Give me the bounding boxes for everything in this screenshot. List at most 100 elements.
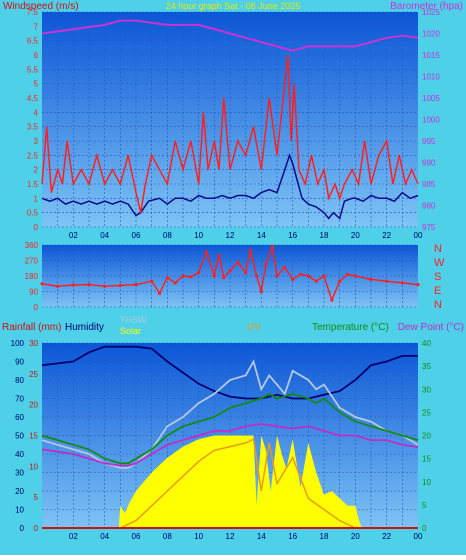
humidity-tick-label: 80	[15, 376, 24, 385]
humidity-tick-label: 70	[15, 395, 24, 404]
temperature-tick-label: 35	[422, 362, 431, 371]
data-point	[298, 272, 303, 276]
x-tick-label: 04	[100, 231, 109, 240]
data-point	[212, 274, 216, 278]
temperature-tick-label: 15	[422, 455, 431, 464]
rainfall-tick-label: 0	[34, 524, 39, 533]
data-point	[181, 274, 185, 278]
data-point	[369, 277, 373, 281]
data-point	[322, 274, 326, 278]
data-point	[228, 269, 232, 273]
y-tick-label: 0	[34, 223, 39, 232]
data-point	[248, 248, 252, 252]
x-tick-label: 02	[69, 231, 78, 240]
solar-area	[42, 435, 418, 528]
uv-label: UV	[247, 322, 261, 333]
temperature-tick-label: 30	[422, 385, 431, 394]
x-tick-label: 10	[194, 231, 203, 240]
data-point	[71, 283, 75, 287]
data-point	[118, 283, 122, 288]
y-tick-label: 2	[34, 166, 39, 175]
series-line	[41, 153, 419, 220]
data-point	[217, 253, 221, 257]
data-point	[56, 284, 60, 288]
x-tick-label: 08	[163, 532, 172, 541]
y-tick-label: 4	[34, 108, 39, 117]
y-tick-label: 6.5	[27, 37, 39, 46]
x-tick-label: 10	[194, 532, 203, 541]
humidity-label: Humidity	[65, 322, 104, 333]
data-point	[197, 271, 201, 275]
data-point	[87, 283, 91, 287]
y-tick-label: 90	[29, 288, 38, 297]
y-tick-label: 360	[25, 241, 39, 250]
rainfall-tick-label: 30	[29, 339, 38, 348]
humidity-tick-label: 60	[15, 413, 24, 422]
weather-series	[41, 345, 419, 529]
compass-label: S	[434, 271, 441, 283]
humidity-tick-label: 40	[15, 450, 24, 459]
x-tick-label: 04	[100, 532, 109, 541]
x-tick-label: 22	[382, 231, 391, 240]
y-tick-label: 7	[34, 22, 39, 31]
y2-tick-label: 1010	[422, 73, 440, 82]
y-tick-label: 0	[34, 303, 39, 312]
x-tick-label: 18	[320, 231, 329, 240]
humidity-tick-label: 30	[15, 469, 24, 478]
y-tick-label: 5	[34, 80, 39, 89]
x-tick-label: 06	[132, 231, 141, 240]
series-line	[41, 19, 419, 52]
temperature-tick-label: 5	[422, 501, 427, 510]
humidity-tick-label: 50	[15, 432, 24, 441]
series-line	[41, 422, 419, 467]
y-tick-label: 4.5	[27, 94, 39, 103]
compass-label: N	[434, 243, 442, 255]
windspeed-label: Windspeed (m/s)	[3, 1, 79, 12]
rainfall-label: Rainfall (mm)	[2, 322, 61, 333]
weather-axes: 0102030405060708090100051015202530051015…	[11, 339, 432, 541]
y2-tick-label: 1020	[422, 30, 440, 39]
x-tick-label: 16	[288, 231, 297, 240]
y2-tick-label: 1000	[422, 116, 440, 125]
humidity-tick-label: 90	[15, 358, 24, 367]
y-tick-label: 7.5	[27, 8, 39, 17]
data-point	[259, 289, 263, 294]
rainfall-tick-label: 5	[34, 493, 39, 502]
x-tick-label: 22	[382, 532, 391, 541]
y-tick-label: 2.5	[27, 151, 39, 160]
y-tick-label: 270	[25, 257, 39, 266]
wind-plot-area	[42, 12, 418, 227]
wind-axes: 0 0.5 1 1.5 2 2.5 3 3.5 4 4.5 5 5.5 6 6.5 7 7.5 975 980 98…	[27, 8, 440, 240]
x-tick-label: 20	[351, 231, 360, 240]
compass-label: W	[434, 257, 445, 269]
x-tick-label: 16	[288, 532, 297, 541]
data-point	[291, 277, 295, 281]
data-point	[283, 265, 287, 269]
data-point	[40, 282, 44, 286]
temperature-tick-label: 40	[422, 339, 431, 348]
y-tick-label: 3.5	[27, 123, 39, 132]
data-point	[345, 272, 350, 276]
data-point	[150, 279, 154, 283]
temperature-label: Temperature (°C)	[312, 322, 389, 333]
humidity-tick-label: 100	[11, 339, 25, 348]
data-point	[338, 279, 342, 283]
data-point	[270, 245, 274, 249]
rainfall-tick-label: 25	[29, 370, 38, 379]
series-line	[41, 54, 419, 213]
y2-tick-label: 1005	[422, 94, 440, 103]
data-point	[165, 276, 169, 280]
data-point	[244, 271, 248, 275]
dew-point-label: Dew Point (°C)	[398, 322, 464, 333]
temperature-tick-label: 25	[422, 408, 431, 417]
data-point	[385, 279, 389, 283]
y2-tick-label: 1015	[422, 51, 440, 60]
y-tick-label: 5.5	[27, 65, 39, 74]
y-tick-label: 1	[34, 194, 39, 203]
data-point	[134, 283, 138, 287]
data-point	[330, 298, 334, 302]
wind-series	[41, 19, 419, 220]
